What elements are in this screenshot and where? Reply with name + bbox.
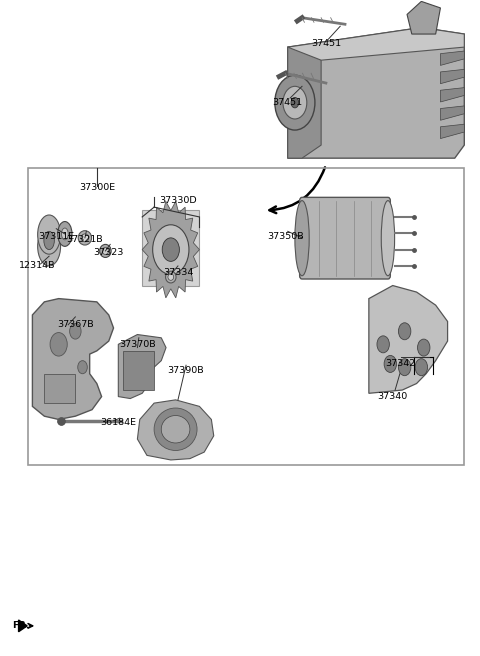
Circle shape [418,339,430,356]
Circle shape [153,225,189,274]
Circle shape [275,75,315,130]
Ellipse shape [154,408,197,451]
Polygon shape [441,124,464,138]
Ellipse shape [37,227,60,266]
FancyArrowPatch shape [269,167,325,213]
Polygon shape [369,285,447,394]
Text: 36184E: 36184E [100,419,136,427]
Polygon shape [441,106,464,120]
Circle shape [377,336,389,353]
Ellipse shape [37,215,60,254]
Circle shape [50,333,67,356]
Ellipse shape [295,201,309,276]
Polygon shape [407,1,441,34]
Polygon shape [33,298,114,419]
Circle shape [398,323,411,340]
Text: 37342: 37342 [385,359,415,369]
Text: 37370B: 37370B [119,340,156,349]
Ellipse shape [58,222,72,247]
Circle shape [415,359,428,376]
Text: 37451: 37451 [311,39,341,49]
Text: 12314B: 12314B [19,262,55,270]
Ellipse shape [161,415,190,443]
Polygon shape [288,28,464,60]
Circle shape [70,323,81,339]
Polygon shape [441,70,464,84]
Ellipse shape [78,231,92,245]
Circle shape [283,87,307,119]
Ellipse shape [166,271,176,283]
Text: 37311E: 37311E [38,232,74,241]
Ellipse shape [81,234,89,242]
Circle shape [162,238,180,261]
Text: 37340: 37340 [378,392,408,401]
Bar [28,168,464,465]
Text: 37350B: 37350B [267,232,304,241]
Polygon shape [441,88,464,102]
Text: 37367B: 37367B [57,320,94,329]
Bar [123,351,154,390]
Polygon shape [19,620,27,632]
Circle shape [78,361,87,374]
Polygon shape [288,28,464,158]
Polygon shape [137,400,214,460]
Polygon shape [118,335,166,399]
Text: FR.: FR. [12,621,29,630]
Text: 37321B: 37321B [67,236,103,244]
Text: 37451: 37451 [273,98,303,107]
Text: 37330D: 37330D [159,196,197,205]
Polygon shape [142,211,199,285]
Text: 37300E: 37300E [79,183,115,192]
Ellipse shape [102,247,108,255]
Ellipse shape [100,245,111,257]
Ellipse shape [61,228,68,240]
FancyBboxPatch shape [300,197,390,279]
Text: 37390B: 37390B [167,366,204,375]
Circle shape [384,356,396,373]
Polygon shape [288,47,321,158]
Ellipse shape [381,201,395,276]
Text: 37334: 37334 [163,268,193,277]
Polygon shape [142,201,199,298]
Text: 37323: 37323 [94,249,124,257]
Circle shape [291,97,299,108]
Polygon shape [441,51,464,66]
Ellipse shape [44,232,54,250]
Circle shape [398,359,411,376]
Bar [44,374,75,403]
Ellipse shape [168,274,174,280]
